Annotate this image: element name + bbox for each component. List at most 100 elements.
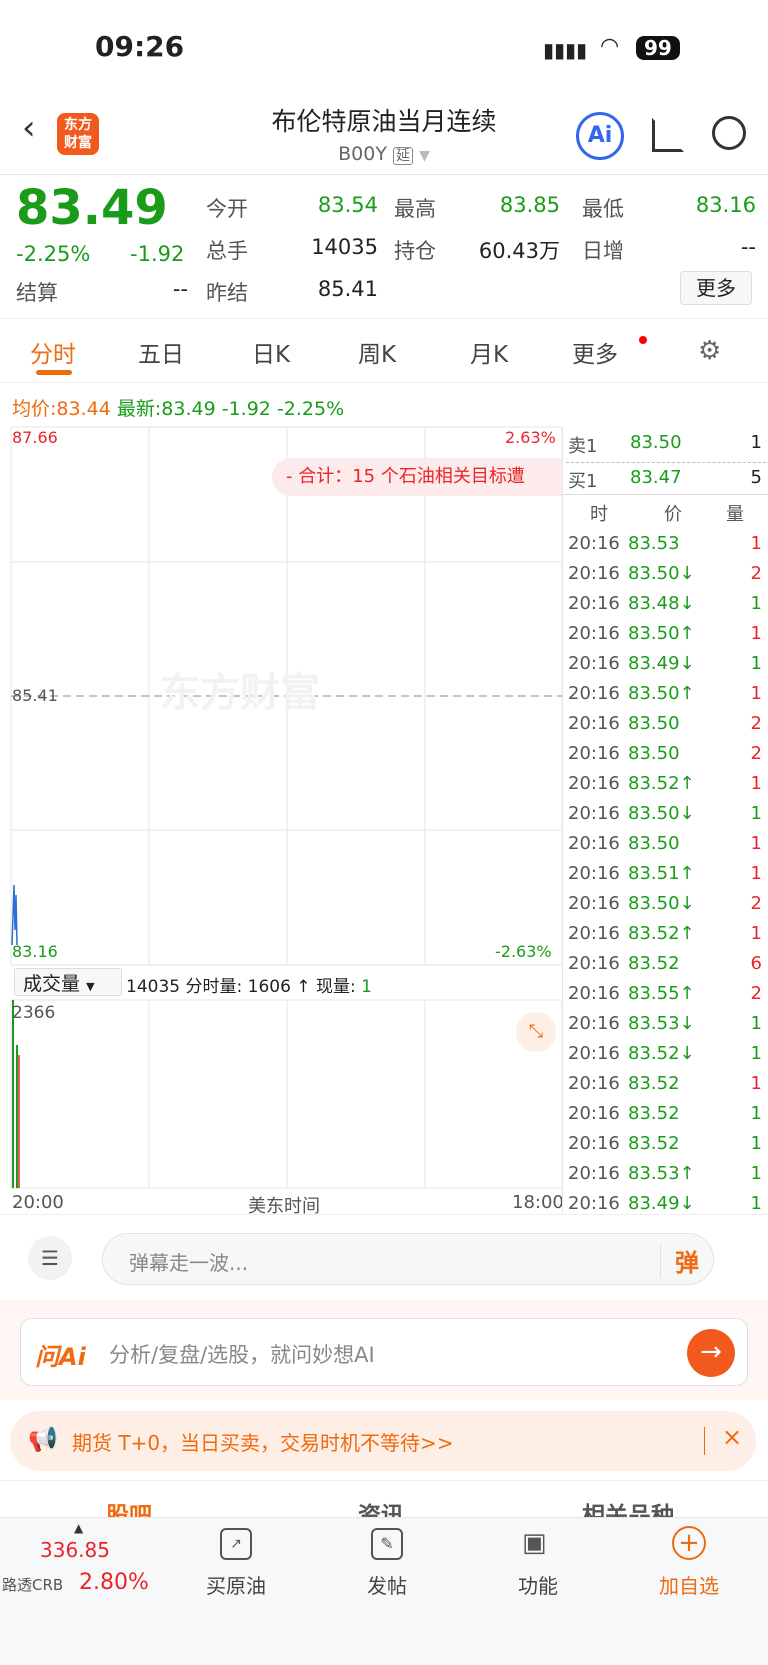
- buy-oil-button[interactable]: 买原油: [206, 1574, 266, 1598]
- delay-tag: 延: [393, 147, 414, 165]
- tick-row: 20:16 83.50↓ 1: [568, 803, 764, 831]
- news-banner[interactable]: - 合计：15 个石油相关目标遭: [272, 458, 562, 496]
- functions-button[interactable]: 功能: [518, 1574, 558, 1598]
- value-open: 83.54: [317, 193, 378, 217]
- tab-more[interactable]: 更多: [572, 342, 618, 368]
- instrument-code[interactable]: B00Y 延 ▼: [0, 143, 768, 165]
- tick-price: 83.53↑: [628, 1163, 695, 1184]
- tick-price: 83.55↑: [628, 983, 695, 1004]
- value-prev-settle: 85.41: [317, 277, 378, 301]
- tick-price: 83.52: [628, 953, 680, 974]
- label-low: 最低: [582, 197, 624, 221]
- promo-banner[interactable]: 📢 期货 T+0，当日买卖，交易时机不等待>> ×: [10, 1411, 756, 1471]
- tick-price: 83.52↑: [628, 923, 695, 944]
- tab-daily-k[interactable]: 日K: [252, 342, 291, 368]
- tick-volume: 1: [750, 923, 762, 944]
- tick-time: 20:16: [568, 803, 620, 824]
- signal-icon: ▮▮▮▮: [543, 38, 588, 62]
- tick-volume: 1: [750, 1103, 762, 1124]
- bid-label: 买1: [568, 471, 598, 492]
- tab-indicator: [36, 370, 72, 375]
- y-min: 83.16: [12, 942, 58, 961]
- share-icon[interactable]: [652, 118, 684, 152]
- ai-button[interactable]: Ai: [576, 112, 624, 160]
- chart-up-icon[interactable]: ↗: [220, 1528, 252, 1560]
- value-volume: 14035: [311, 235, 378, 259]
- ask-label: 卖1: [568, 436, 598, 457]
- danmu-button[interactable]: 弹: [660, 1243, 699, 1278]
- ask-volume: 1: [750, 432, 762, 453]
- ai-submit-button[interactable]: →: [687, 1329, 735, 1377]
- wifi-icon: ◠: [600, 34, 620, 59]
- tick-row: 20:16 83.51↑ 1: [568, 863, 764, 891]
- tick-price: 83.50↑: [628, 683, 695, 704]
- tick-time: 20:16: [568, 1163, 620, 1184]
- danmu-settings-icon[interactable]: ☰: [28, 1236, 72, 1280]
- bid-volume: 5: [750, 467, 762, 488]
- page-title: 布伦特原油当月连续: [271, 107, 497, 136]
- tick-price: 83.50: [628, 713, 680, 734]
- tick-time: 20:16: [568, 1013, 620, 1034]
- megaphone-icon: 📢: [28, 1425, 58, 1453]
- search-icon[interactable]: [712, 116, 746, 150]
- tab-monthly-k[interactable]: 月K: [470, 342, 509, 368]
- tick-row: 20:16 83.50↓ 2: [568, 893, 764, 921]
- tick-row: 20:16 83.50 1: [568, 833, 764, 861]
- chart-chg: -1.92: [221, 398, 271, 420]
- promo-text: 期货 T+0，当日买卖，交易时机不等待>>: [72, 1431, 454, 1455]
- add-icon[interactable]: +: [672, 1526, 706, 1560]
- more-quote-button[interactable]: 更多: [680, 271, 752, 305]
- watermark: 东方财富: [160, 670, 320, 716]
- tick-time: 20:16: [568, 1103, 620, 1124]
- ai-ask-box[interactable]: 问Ai 分析/复盘/选股，就问妙想AI →: [20, 1318, 748, 1386]
- tick-price: 83.50: [628, 743, 680, 764]
- change-pct: -2.25%: [16, 242, 91, 266]
- dropdown-icon: ▼: [419, 148, 430, 164]
- vol-min-label: 分时量:: [185, 977, 243, 997]
- tick-time: 20:16: [568, 893, 620, 914]
- comment-input[interactable]: 弹幕走一波... 弹: [102, 1233, 714, 1285]
- tick-row: 20:16 83.50↓ 2: [568, 563, 764, 591]
- close-icon[interactable]: ×: [722, 1423, 743, 1451]
- tick-time: 20:16: [568, 593, 620, 614]
- tick-time: 20:16: [568, 743, 620, 764]
- comment-placeholder: 弹幕走一波...: [129, 1251, 249, 1275]
- settings-icon[interactable]: ⚙: [698, 336, 722, 366]
- tick-row: 20:16 83.50 2: [568, 743, 764, 771]
- tick-time: 20:16: [568, 653, 620, 674]
- tab-intraday[interactable]: 分时: [30, 342, 76, 368]
- apps-icon[interactable]: ▣: [522, 1528, 547, 1558]
- tick-header: 时价量: [568, 500, 764, 528]
- label-open: 今开: [206, 197, 248, 221]
- tab-5day[interactable]: 五日: [138, 342, 184, 368]
- last-label: 最新:: [116, 398, 162, 420]
- tick-time: 20:16: [568, 773, 620, 794]
- tick-row: 20:16 83.53↑ 1: [568, 1163, 764, 1191]
- label-oi: 持仓: [394, 239, 436, 263]
- index-value[interactable]: 336.85: [40, 1538, 110, 1562]
- volume-selector[interactable]: 成交量 ▼: [14, 968, 122, 996]
- bottom-bar: [0, 1517, 768, 1665]
- tab-weekly-k[interactable]: 周K: [358, 342, 397, 368]
- post-button[interactable]: 发帖: [367, 1574, 407, 1598]
- tick-time: 20:16: [568, 623, 620, 644]
- tick-volume: 1: [750, 1013, 762, 1034]
- bid-price: 83.47: [630, 467, 682, 488]
- tick-volume: 1: [750, 1043, 762, 1064]
- tick-time: 20:16: [568, 533, 620, 554]
- label-daily-inc: 日增: [582, 239, 624, 263]
- add-watchlist-button[interactable]: 加自选: [659, 1574, 719, 1598]
- tick-row: 20:16 83.48↓ 1: [568, 593, 764, 621]
- back-button[interactable]: ‹: [22, 108, 36, 148]
- expand-icon[interactable]: ⤡: [516, 1012, 556, 1052]
- avg-label: 均价:: [12, 398, 57, 420]
- value-settle: --: [172, 277, 188, 301]
- edit-icon[interactable]: ✎: [371, 1528, 403, 1560]
- ai-logo: 问Ai: [35, 1343, 86, 1371]
- ask-row: 卖1 83.50 1: [568, 432, 764, 460]
- tick-row: 20:16 83.49↓ 1: [568, 1193, 764, 1221]
- header-volume: 量: [726, 504, 744, 525]
- header-time: 时: [590, 504, 608, 525]
- label-settle: 结算: [16, 281, 58, 305]
